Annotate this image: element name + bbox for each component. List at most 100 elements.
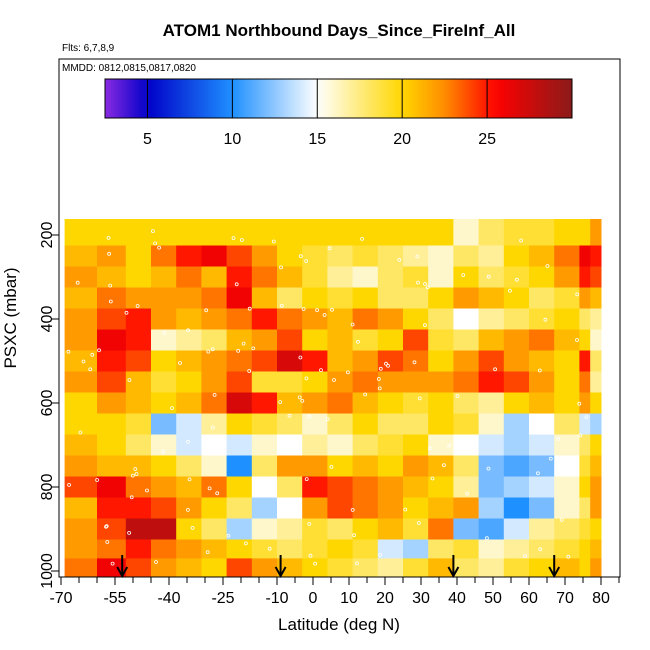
heatmap-cell	[428, 392, 454, 414]
sample-point	[329, 464, 334, 469]
sample-point	[108, 283, 113, 288]
heatmap-cell	[503, 245, 530, 267]
sample-point	[207, 486, 212, 491]
sample-point	[300, 398, 305, 403]
heatmap-cell	[503, 219, 530, 246]
heatmap-cell	[554, 329, 580, 351]
heatmap-cell	[277, 371, 303, 393]
sample-point	[145, 488, 149, 493]
heatmap-cell	[529, 558, 555, 578]
heatmap-cell	[503, 455, 530, 477]
heatmap-cell	[579, 558, 591, 578]
heatmap-cell	[97, 287, 127, 309]
sample-point	[308, 553, 313, 558]
heatmap-cell	[302, 455, 328, 477]
heatmap-cell	[327, 266, 354, 288]
heatmap-cell	[277, 392, 303, 414]
heatmap-cell	[327, 558, 354, 578]
sample-point	[247, 369, 252, 373]
sample-point	[441, 463, 446, 468]
heatmap-cell	[64, 413, 98, 435]
sample-point	[548, 456, 553, 461]
chart-title: ATOM1 Northbound Days_Since_FireInf_All	[163, 21, 516, 40]
heatmap-cell	[453, 497, 480, 519]
sample-point	[427, 446, 432, 451]
sample-point	[279, 265, 283, 270]
x-tick-label: -70	[49, 590, 72, 607]
sample-point	[133, 467, 138, 471]
heatmap-cell	[403, 539, 429, 559]
heatmap-cell	[590, 350, 602, 372]
sample-point	[416, 280, 420, 285]
heatmap-cell	[403, 434, 429, 456]
colorbar-tick-label: 20	[393, 131, 411, 148]
heatmap-cell	[352, 329, 379, 351]
heatmap-cell	[226, 371, 253, 393]
heatmap-cell	[478, 518, 505, 540]
heatmap-cell	[428, 266, 454, 288]
heatmap-cell	[302, 558, 328, 578]
heatmap-cell	[151, 413, 177, 435]
heatmap-cell	[64, 539, 98, 559]
heatmap-cell	[478, 413, 505, 435]
heatmap-cell	[277, 287, 303, 309]
heatmap-cell	[478, 371, 505, 393]
heatmap-cell	[403, 558, 429, 578]
heatmap-cell	[453, 434, 480, 456]
heatmap-cell	[590, 455, 602, 477]
heatmap-cell	[125, 308, 152, 330]
heatmap-cell	[453, 308, 480, 330]
sample-point	[519, 238, 523, 243]
heatmap-cell	[590, 287, 602, 309]
colorbar-tick-label: 5	[143, 131, 152, 148]
heatmap-cell	[125, 455, 152, 477]
heatmap-cell	[151, 287, 177, 309]
heatmap-cell	[377, 350, 404, 372]
heatmap-cell	[201, 455, 228, 477]
heatmap-cell	[97, 497, 127, 519]
heatmap-cell	[201, 329, 228, 351]
sample-point	[330, 307, 334, 312]
heatmap-cell	[201, 539, 228, 559]
sample-point	[298, 254, 303, 259]
heatmap-cell	[352, 308, 379, 330]
heatmap-cell	[226, 287, 253, 309]
heatmap-cell	[201, 287, 228, 309]
heatmap-cell	[226, 266, 253, 288]
heatmap-cell	[302, 539, 328, 559]
heatmap-cell	[64, 350, 98, 372]
heatmap-cell	[403, 371, 429, 393]
sample-point	[127, 378, 132, 383]
heatmap-cell	[201, 497, 228, 519]
heatmap-cell	[277, 434, 303, 456]
y-axis-title: PSXC (mbar)	[1, 267, 20, 368]
sample-point	[360, 236, 365, 241]
x-tick-label: 20	[376, 590, 394, 607]
heatmap-cell	[503, 392, 530, 414]
heatmap-cell	[97, 413, 127, 435]
heatmap-cell	[226, 329, 253, 351]
sample-point	[278, 400, 283, 405]
heatmap-cell	[64, 476, 98, 498]
sample-point	[78, 430, 83, 435]
sample-point	[577, 401, 582, 406]
heatmap-cell	[579, 434, 591, 456]
heatmap-cell	[579, 308, 591, 330]
heatmap-cell	[226, 308, 253, 330]
heatmap-cell	[590, 266, 602, 288]
heatmap-cell	[352, 266, 379, 288]
sample-point	[350, 507, 355, 512]
sample-point	[81, 359, 86, 364]
heatmap-cell	[327, 219, 354, 246]
heatmap-cell	[176, 245, 202, 267]
heatmap-cell	[478, 219, 505, 246]
heatmap-cell	[428, 539, 454, 559]
heatmap-cell	[403, 497, 429, 519]
sample-point	[90, 352, 95, 357]
x-axis: -70 -55 -40 -25 -10 0 10 20 30 40 50 60 70 80	[49, 577, 620, 607]
heatmap-cell	[226, 455, 253, 477]
heatmap-cell	[377, 539, 404, 559]
heatmap-cell	[125, 497, 152, 519]
sample-points-layer	[66, 229, 589, 566]
